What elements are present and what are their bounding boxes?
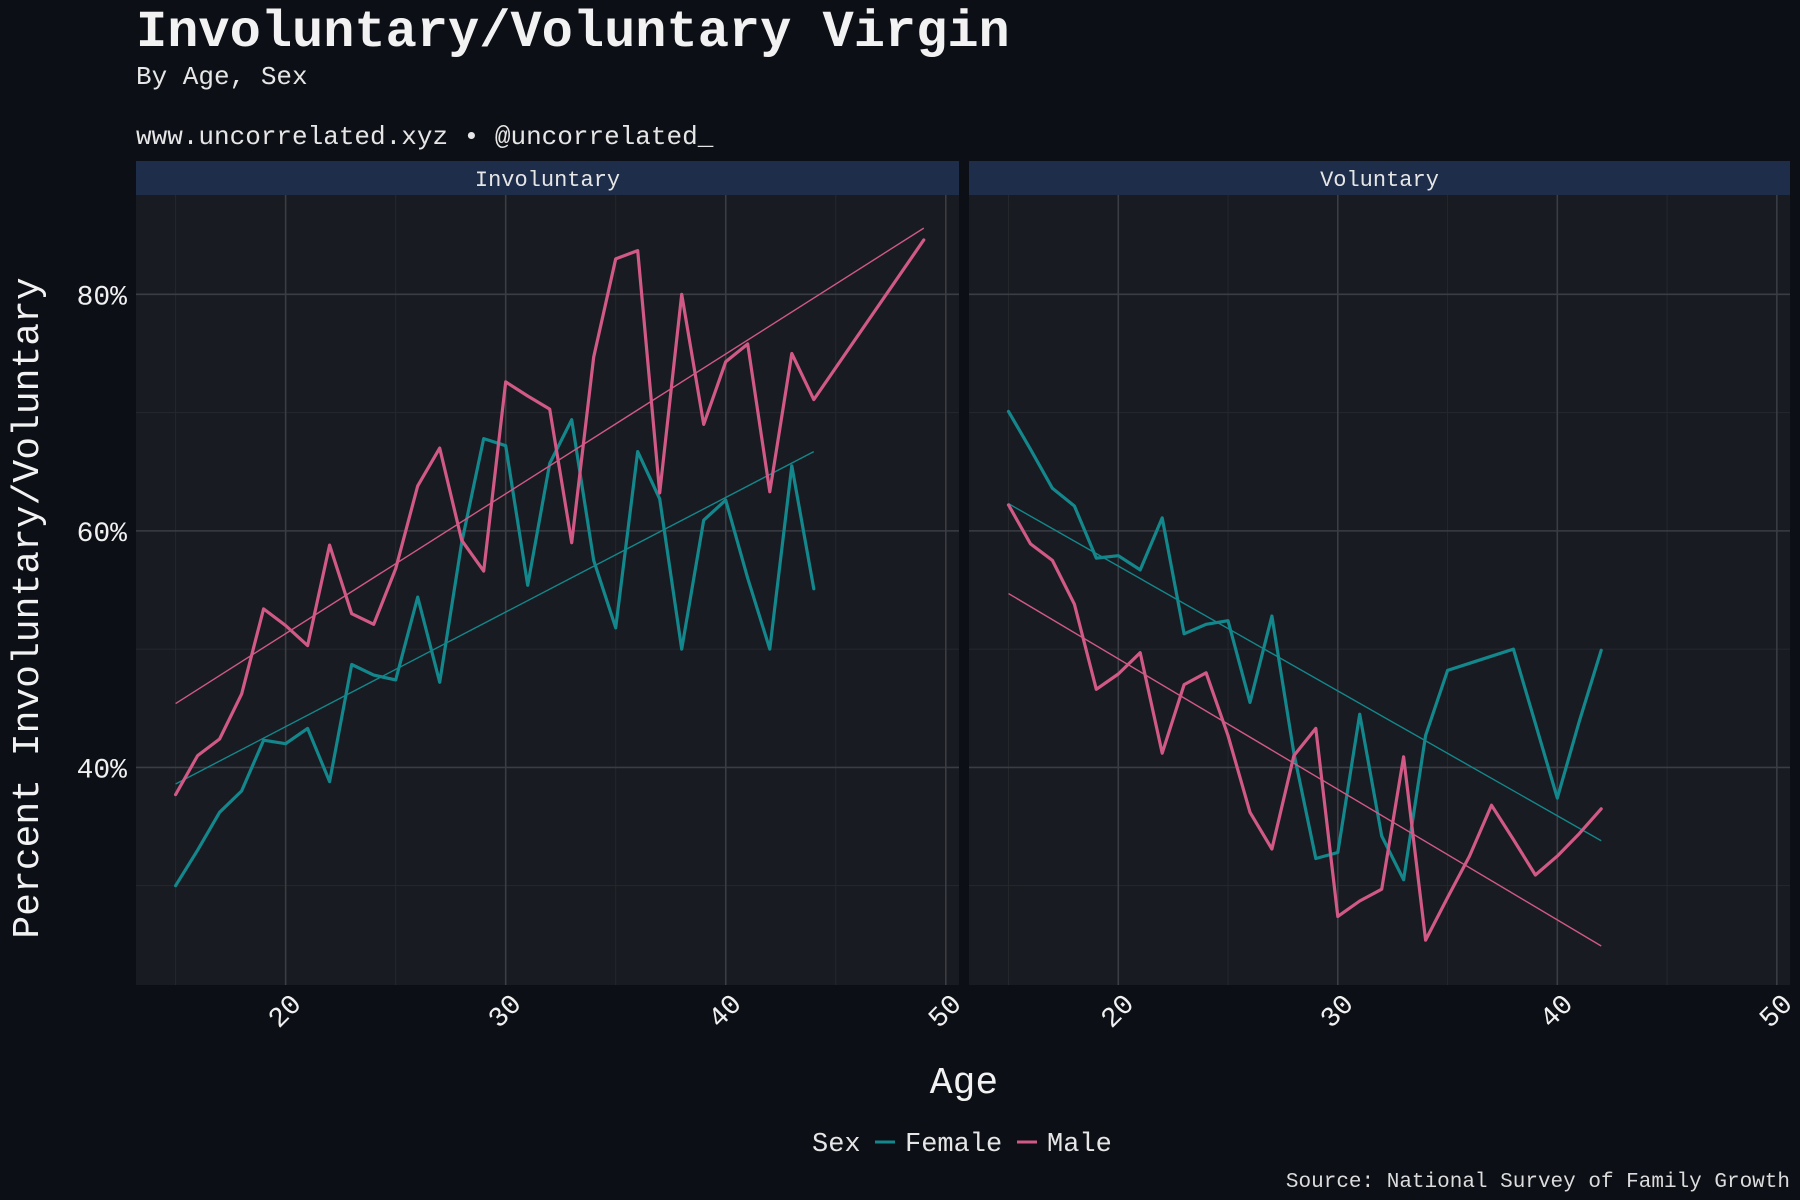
chart-subtitle: By Age, Sex [136,62,308,92]
series-line-male-involuntary [174,238,926,797]
y-axis-title: Percent Involuntary/Voluntary [7,277,50,938]
panel-strip-voluntary [969,161,1790,195]
legend: Sex Female Male [812,1130,1112,1160]
trend-line-female-voluntary [1008,503,1602,842]
panel-strip-label-voluntary: Voluntary [1320,168,1439,193]
y-tick-label: 80% [77,282,128,313]
trend-line-male-voluntary [1008,592,1602,947]
chart-title: Involuntary/Voluntary Virgin [136,3,1010,62]
series-line-male-voluntary [1006,503,1603,942]
chart-byline: www.uncorrelated.xyz • @uncorrelated_ [136,122,714,152]
x-axis-title: Age [930,1062,998,1105]
chart-caption: Source: National Survey of Family Growth [1286,1171,1790,1194]
panel-strip-label-involuntary: Involuntary [475,168,620,193]
legend-title: Sex [812,1130,861,1160]
series-line-female-involuntary [174,418,816,888]
legend-label-female: Female [905,1130,1002,1160]
panel-strip-involuntary [136,161,959,195]
panel-background-voluntary [969,195,1790,985]
y-tick-label: 60% [77,519,128,550]
y-axis: 40% 60% 80% [77,282,128,786]
series-line-female-voluntary [1006,409,1603,882]
trend-line-female-involuntary [175,451,815,785]
y-tick-label: 40% [77,755,128,786]
legend-label-male: Male [1047,1130,1112,1160]
trend-line-male-involuntary [175,227,925,705]
